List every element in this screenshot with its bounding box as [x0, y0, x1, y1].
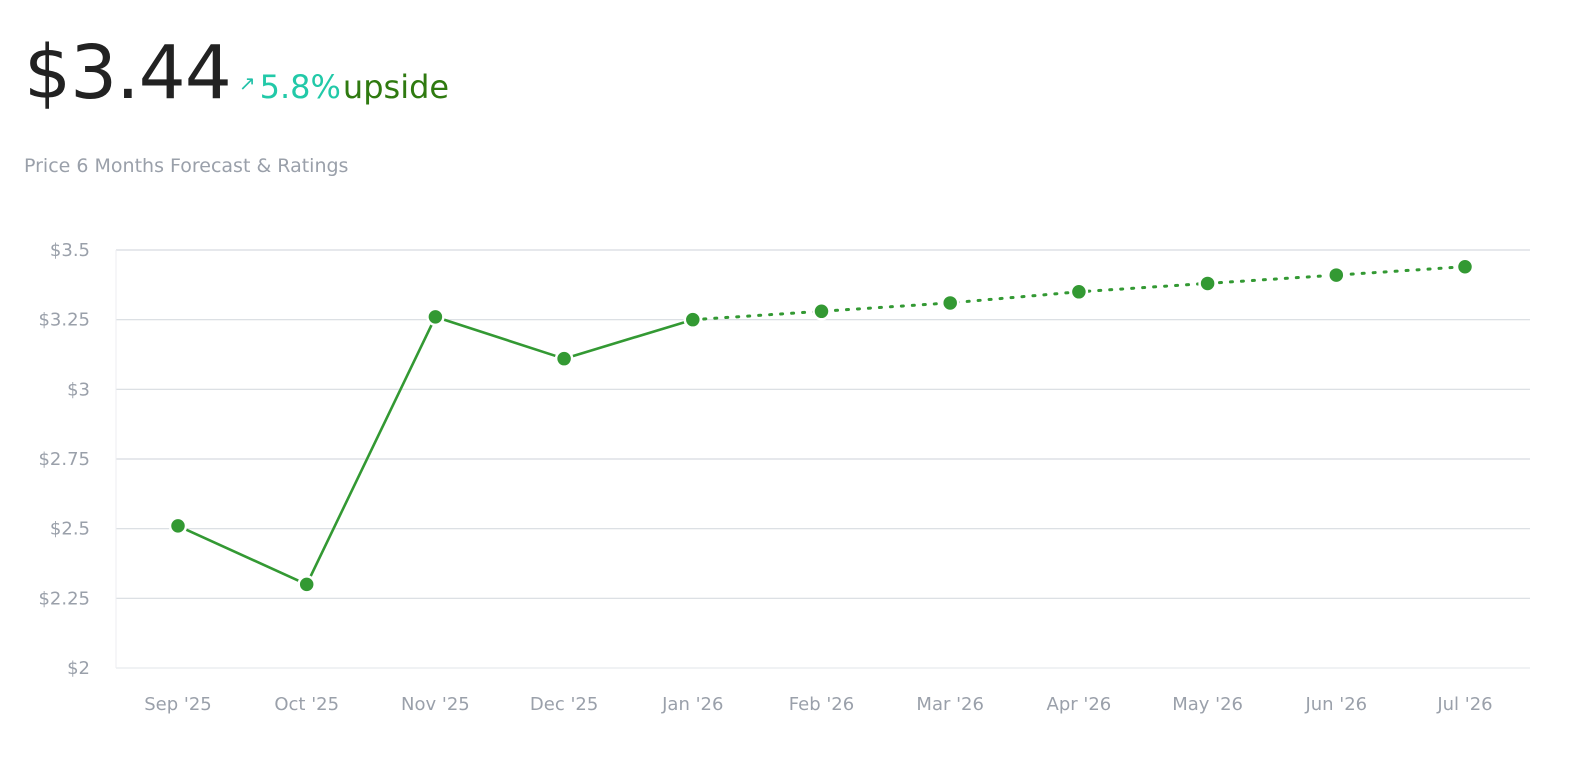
data-point [940, 293, 960, 313]
data-point [683, 310, 703, 329]
price-header: $3.44 ↗ 5.8% upside [24, 36, 449, 110]
x-tick-label: Mar '26 [916, 694, 984, 715]
data-point [554, 349, 574, 368]
current-price: $3.44 [24, 30, 232, 116]
x-tick-label: Jul '26 [1436, 694, 1492, 715]
data-point [297, 575, 316, 594]
y-tick-label: $3.5 [50, 240, 90, 261]
upside-percent: 5.8% [259, 68, 341, 106]
y-tick-label: $3.25 [38, 310, 90, 331]
data-point [1069, 282, 1089, 302]
data-point [1455, 257, 1475, 276]
y-tick-label: $2.25 [38, 588, 90, 609]
x-tick-label: Apr '26 [1047, 694, 1112, 715]
data-point [812, 302, 831, 321]
y-tick-label: $2.5 [50, 519, 90, 540]
x-tick-label: Jun '26 [1304, 694, 1367, 715]
data-point [1327, 265, 1346, 285]
chart-subtitle: Price 6 Months Forecast & Ratings [24, 155, 349, 177]
x-tick-label: Oct '25 [274, 694, 339, 715]
y-tick-label: $2.75 [38, 449, 90, 470]
x-tick-label: Sep '25 [144, 694, 212, 715]
data-point [168, 516, 188, 536]
y-tick-label: $2 [67, 658, 90, 679]
data-point [426, 307, 445, 327]
x-tick-label: Feb '26 [789, 694, 854, 715]
x-tick-label: Dec '25 [530, 694, 598, 715]
history-line [176, 315, 695, 586]
upside-label: upside [342, 68, 450, 106]
x-tick-label: May '26 [1172, 694, 1243, 715]
y-tick-label: $3 [67, 379, 90, 400]
x-tick-label: Jan '26 [661, 694, 723, 715]
data-point [1198, 274, 1217, 293]
x-tick-label: Nov '25 [401, 694, 470, 715]
arrow-up-right-icon: ↗ [238, 71, 256, 95]
